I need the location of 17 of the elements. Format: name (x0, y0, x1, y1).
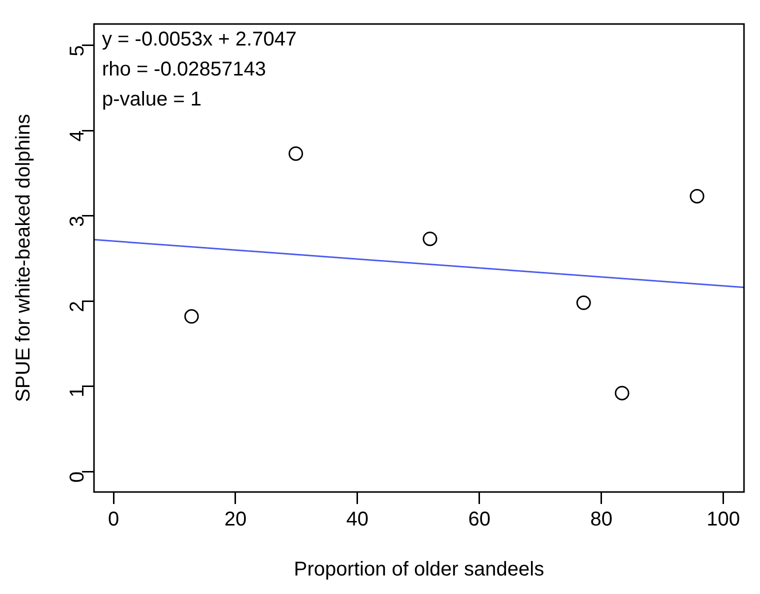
x-tick-label: 80 (590, 508, 612, 531)
y-tick-label: 3 (66, 216, 89, 227)
y-tick-label: 5 (66, 45, 89, 56)
x-axis-title: Proportion of older sandeels (294, 558, 544, 581)
y-tick-label: 0 (66, 472, 89, 483)
annotation: p-value = 1 (102, 88, 202, 111)
y-tick-label: 1 (66, 386, 89, 398)
annotation: y = -0.0053x + 2.7047 (102, 28, 297, 51)
x-tick-label: 20 (224, 508, 247, 531)
x-tick-label: 60 (468, 508, 490, 531)
x-tick-label: 100 (706, 508, 740, 531)
y-tick-label: 4 (66, 130, 89, 142)
x-tick-label: 40 (346, 508, 369, 531)
y-tick-label: 2 (66, 301, 89, 312)
x-tick-label: 0 (108, 508, 120, 531)
annotation: rho = -0.02857143 (102, 58, 266, 81)
y-axis-title: SPUE for white-beaked dolphins (12, 114, 35, 402)
